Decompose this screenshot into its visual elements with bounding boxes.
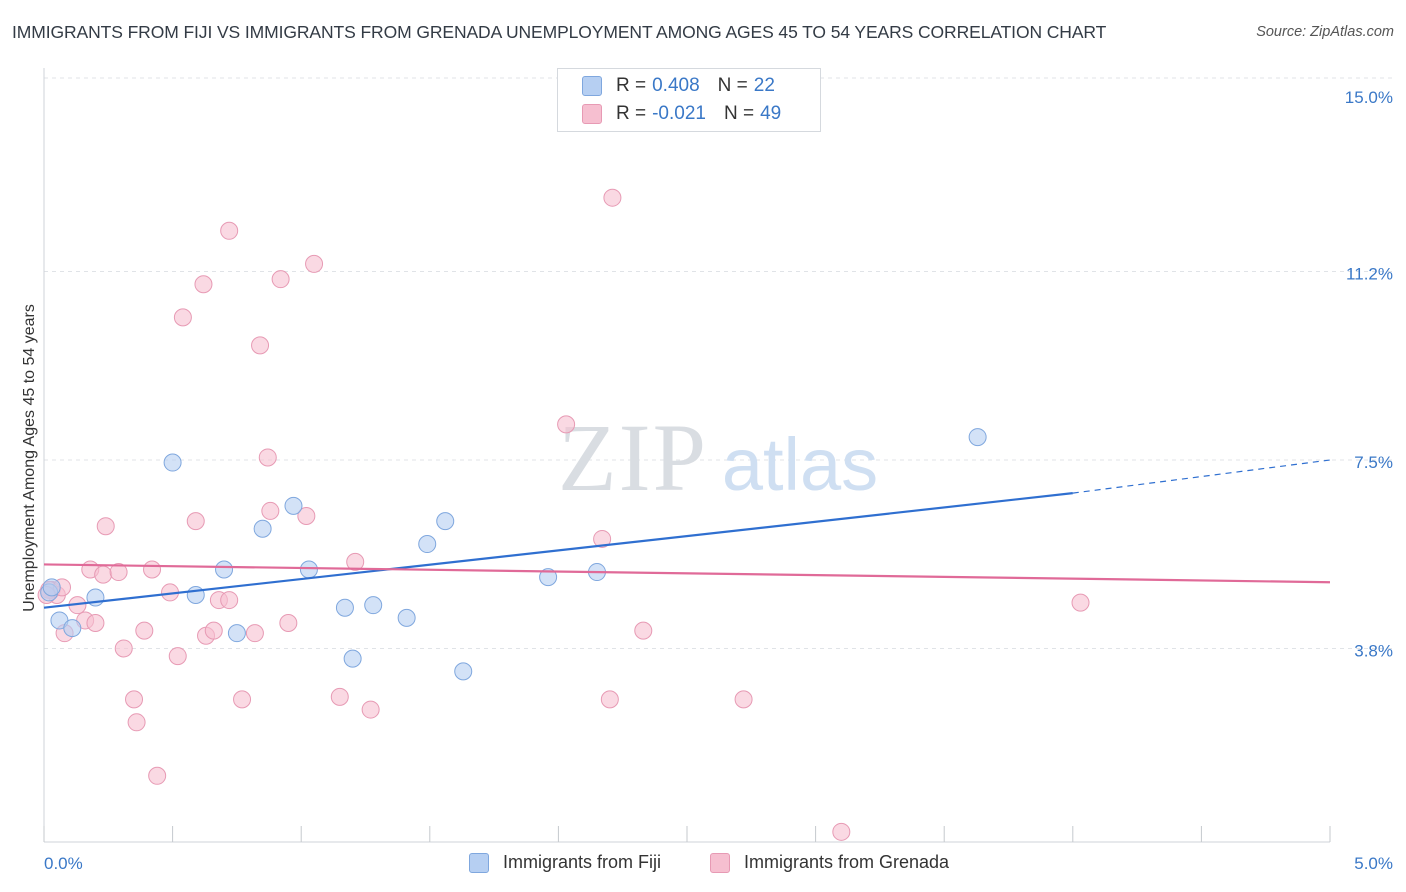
gridlines — [44, 77, 1395, 649]
legend-swatch-fiji — [582, 76, 602, 96]
grenada-point — [832, 822, 851, 841]
fiji-point — [186, 585, 205, 604]
bottom-legend-swatch-fiji — [469, 852, 489, 873]
y-tick-label: 15.0% — [1345, 88, 1393, 107]
grenada-point — [96, 517, 115, 536]
legend-r-label: R = — [616, 103, 647, 124]
grenada-trendline — [43, 563, 1331, 584]
series-fiji-points — [40, 428, 987, 681]
grenada-point — [557, 415, 576, 434]
fiji-point — [163, 453, 182, 472]
fiji-point — [397, 608, 416, 627]
fiji-point — [436, 512, 455, 531]
grenada-point — [220, 221, 239, 240]
grenada-point — [279, 613, 298, 632]
y-tick-labels: 3.8% 7.5% 11.2% 15.0% — [1345, 88, 1393, 660]
bottom-legend-swatch-grenada — [710, 852, 730, 873]
legend-r-value: 0.408 — [652, 75, 700, 96]
y-tick-label: 11.2% — [1346, 265, 1393, 284]
grenada-point — [245, 624, 264, 643]
fiji-trendline-extension — [1072, 459, 1331, 494]
legend-n-value: 49 — [760, 103, 782, 124]
fiji-point — [42, 578, 61, 597]
legend-n-label: N = — [717, 75, 748, 96]
grenada-point — [186, 512, 205, 531]
grenada-point — [258, 448, 277, 467]
grenada-point — [204, 621, 223, 640]
chart-title: IMMIGRANTS FROM FIJI VS IMMIGRANTS FROM … — [12, 22, 1107, 42]
watermark-atlas: atlas — [722, 423, 878, 506]
fiji-point — [335, 598, 354, 617]
grenada-point — [233, 690, 252, 709]
fiji-trendline — [43, 492, 1073, 609]
fiji-point — [968, 428, 987, 447]
grenada-point — [109, 563, 128, 582]
grenada-point — [734, 690, 753, 709]
bottom-legend: Immigrants from Fiji Immigrants from Gre… — [0, 852, 1406, 876]
grenada-point — [297, 507, 316, 526]
grenada-point — [361, 700, 380, 719]
fiji-point — [418, 535, 437, 554]
grenada-point — [94, 565, 113, 584]
grenada-point — [143, 560, 162, 579]
grenada-point — [330, 687, 349, 706]
grenada-point — [1071, 593, 1090, 612]
grenada-point — [125, 690, 144, 709]
grenada-point — [86, 613, 105, 632]
fiji-point — [227, 624, 246, 643]
bottom-legend-label-fiji: Immigrants from Fiji — [503, 852, 662, 872]
grenada-point — [593, 529, 612, 548]
bottom-legend-label-grenada: Immigrants from Grenada — [744, 852, 950, 872]
x-tick-labels: 0.0% 5.0% — [44, 854, 1393, 873]
fiji-point — [364, 596, 383, 615]
legend-r-label: R = — [616, 75, 647, 96]
grenada-point — [168, 647, 187, 666]
fiji-point — [539, 568, 558, 587]
legend-row-grenada: R = -0.021 N = 49 — [582, 101, 781, 127]
axes — [43, 68, 1331, 843]
legend-n-label: N = — [723, 103, 755, 124]
grenada-point — [173, 308, 192, 327]
legend-r-value: -0.021 — [652, 103, 706, 124]
grenada-point — [634, 621, 653, 640]
fiji-point — [299, 560, 318, 579]
legend: R = 0.408 N = 22 R = -0.021 N = 49 — [557, 68, 821, 132]
fiji-point — [343, 649, 362, 668]
fiji-point — [215, 560, 234, 579]
x-tick-label: 5.0% — [1354, 854, 1393, 873]
grenada-point — [135, 621, 154, 640]
trendlines — [43, 459, 1331, 609]
grenada-point — [194, 275, 213, 294]
legend-n-value: 22 — [753, 75, 775, 96]
fiji-point — [454, 662, 473, 681]
grenada-point — [220, 591, 239, 610]
watermark-zip: ZIP — [558, 404, 708, 511]
bottom-legend-fiji: Immigrants from Fiji — [469, 852, 661, 873]
legend-row-fiji: R = 0.408 N = 22 — [582, 73, 775, 99]
grenada-point — [251, 336, 270, 355]
grenada-point — [114, 639, 133, 658]
bottom-legend-grenada: Immigrants from Grenada — [710, 852, 949, 873]
x-tick-label: 0.0% — [44, 854, 83, 873]
legend-swatch-grenada — [582, 104, 602, 124]
fiji-point — [284, 496, 303, 515]
grenada-point — [148, 766, 167, 785]
y-tick-label: 3.8% — [1354, 641, 1393, 660]
grenada-point — [261, 501, 280, 520]
grenada-point — [600, 690, 619, 709]
y-tick-label: 7.5% — [1354, 453, 1393, 472]
grenada-point — [346, 552, 365, 571]
grenada-point — [603, 188, 622, 207]
fiji-point — [63, 619, 82, 638]
grenada-point — [127, 713, 146, 732]
grenada-point — [271, 270, 290, 289]
fiji-point — [253, 519, 272, 538]
grenada-point — [305, 254, 324, 273]
source-label: Source: ZipAtlas.com — [1256, 24, 1394, 40]
series-grenada-points — [37, 188, 1090, 841]
